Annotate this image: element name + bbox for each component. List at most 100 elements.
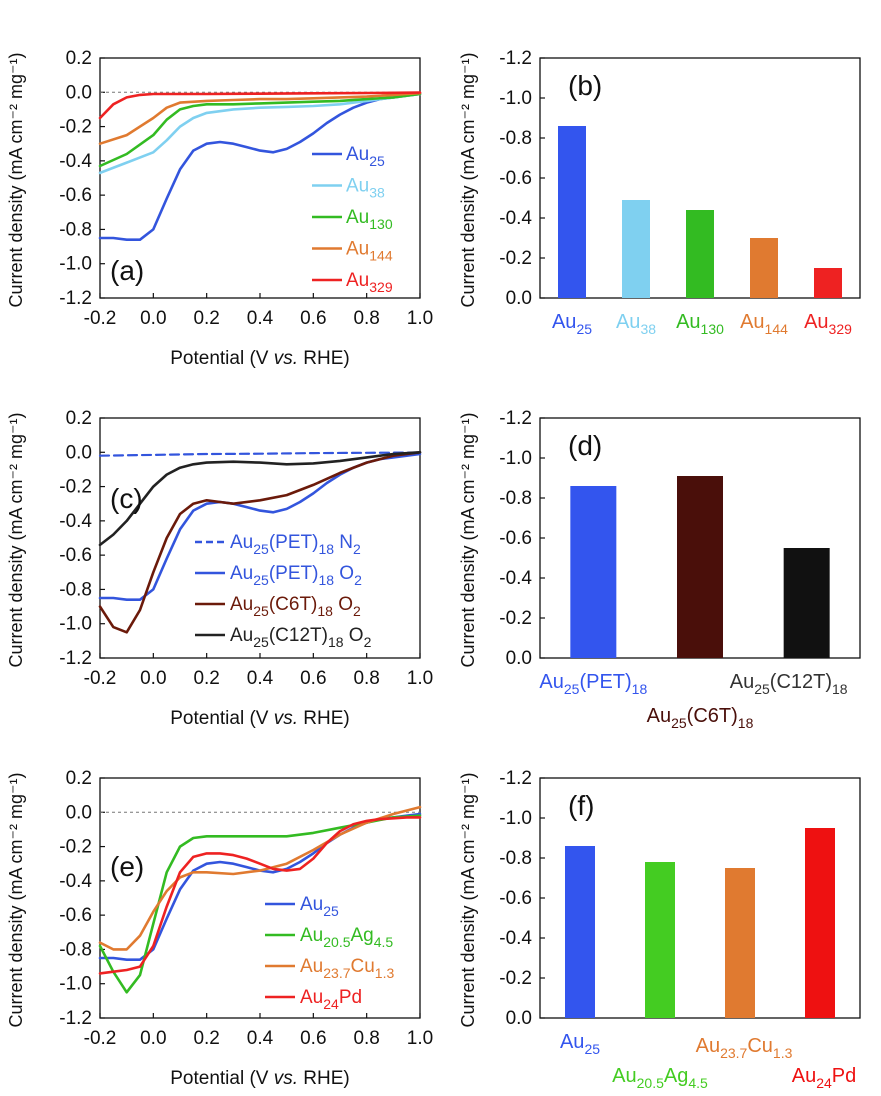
y-axis-label: Current density (mA cm⁻² mg⁻¹) bbox=[458, 412, 478, 667]
y-axis-label: Current density (mA cm⁻² mg⁻¹) bbox=[6, 772, 26, 1027]
x-axis-label-part: Potential (V bbox=[170, 1068, 274, 1089]
x-tick-label: 0.2 bbox=[193, 308, 219, 329]
y-tick-label: -0.8 bbox=[59, 219, 92, 240]
y-tick-label: 0.0 bbox=[506, 288, 532, 309]
y-tick-label: -1.0 bbox=[499, 88, 532, 109]
x-tick-label: 1.0 bbox=[407, 668, 433, 689]
category-label-part: Pd bbox=[832, 1065, 856, 1087]
y-axis-label: Current density (mA cm⁻² mg⁻¹) bbox=[458, 52, 478, 307]
legend-label-part: Au bbox=[346, 270, 369, 291]
legend-label-part: 24 bbox=[323, 996, 339, 1012]
x-tick-label: 1.0 bbox=[407, 1028, 433, 1049]
x-axis-label: Potential (V vs. RHE) bbox=[170, 708, 350, 729]
legend-label-part: 2 bbox=[354, 572, 362, 588]
category-label-part: Au bbox=[539, 671, 563, 693]
legend-label-part: O bbox=[334, 563, 354, 584]
legend-label-part: Au bbox=[230, 594, 253, 615]
category-label: Au24Pd bbox=[792, 1065, 857, 1091]
y-tick-label: -1.2 bbox=[59, 288, 92, 309]
legend-label: Au25(C12T)18 O2 bbox=[230, 625, 372, 650]
y-tick-label: 0.2 bbox=[66, 768, 92, 789]
legend-label-part: Ag bbox=[351, 925, 374, 946]
y-tick-label: -0.4 bbox=[499, 208, 532, 229]
category-label-part: Au bbox=[676, 311, 700, 333]
y-tick-label: -0.4 bbox=[499, 928, 532, 949]
x-tick-label: -0.2 bbox=[84, 308, 117, 329]
y-tick-label: -0.8 bbox=[59, 939, 92, 960]
legend-label-part: 2 bbox=[353, 541, 361, 557]
x-axis-label: Potential (V vs. RHE) bbox=[170, 348, 350, 369]
x-tick-label: 0.6 bbox=[300, 1028, 326, 1049]
panel-label: (f) bbox=[568, 790, 594, 821]
legend-label-part: (C12T) bbox=[269, 625, 328, 646]
category-label-part: 144 bbox=[765, 321, 789, 337]
category-label-part: 329 bbox=[829, 321, 853, 337]
x-tick-label: 0.2 bbox=[193, 668, 219, 689]
x-tick-label: 1.0 bbox=[407, 308, 433, 329]
legend-label: Au23.7Cu1.3 bbox=[300, 956, 394, 981]
category-label: Au144 bbox=[740, 311, 788, 337]
y-tick-label: -0.8 bbox=[499, 848, 532, 869]
category-label-part: 4.5 bbox=[688, 1075, 708, 1091]
series-line bbox=[98, 816, 422, 975]
legend-label: Au38 bbox=[346, 176, 385, 201]
legend-label: Au25(PET)18 O2 bbox=[230, 563, 362, 588]
category-label: Au25(C6T)18 bbox=[647, 705, 754, 731]
category-label-part: 24 bbox=[816, 1075, 832, 1091]
y-tick-label: -0.2 bbox=[499, 248, 532, 269]
legend-label: Au25 bbox=[346, 144, 385, 169]
y-tick-label: 0.0 bbox=[66, 442, 92, 463]
y-tick-label: -1.2 bbox=[499, 768, 532, 789]
y-tick-label: -1.0 bbox=[59, 974, 92, 995]
y-axis-label: Current density (mA cm⁻² mg⁻¹) bbox=[6, 52, 26, 307]
x-axis-label-part: RHE) bbox=[298, 708, 350, 729]
y-tick-label: -0.6 bbox=[499, 168, 532, 189]
legend-label-part: 20.5 bbox=[323, 934, 350, 950]
x-tick-label: -0.2 bbox=[84, 1028, 117, 1049]
y-tick-label: -0.2 bbox=[59, 837, 92, 858]
legend-label-part: 25 bbox=[369, 153, 385, 169]
y-tick-label: -1.0 bbox=[59, 614, 92, 635]
panel-label: (d) bbox=[568, 430, 602, 461]
category-label: Au25(C12T)18 bbox=[730, 671, 848, 697]
series-line bbox=[98, 91, 422, 145]
legend-label-part: O bbox=[333, 594, 353, 615]
category-label: Au38 bbox=[616, 311, 656, 337]
x-tick-label: 0.0 bbox=[140, 1028, 166, 1049]
y-tick-label: -1.2 bbox=[59, 1008, 92, 1029]
category-label-part: (PET) bbox=[579, 671, 631, 693]
y-tick-label: 0.2 bbox=[66, 408, 92, 429]
category-label: Au20.5Ag4.5 bbox=[612, 1065, 708, 1091]
series-line bbox=[98, 450, 422, 634]
bar bbox=[725, 868, 755, 1018]
panel-d: -1.2-1.0-0.8-0.6-0.4-0.20.0Au25(PET)18Au… bbox=[458, 408, 861, 731]
legend-label-part: 1.3 bbox=[375, 965, 395, 981]
category-label-part: Au bbox=[612, 1065, 636, 1087]
legend-label-part: Au bbox=[230, 532, 253, 553]
x-axis-label: Potential (V vs. RHE) bbox=[170, 1068, 350, 1089]
x-tick-label: 0.4 bbox=[247, 1028, 274, 1049]
category-label-part: Au bbox=[552, 311, 576, 333]
y-axis-label: Current density (mA cm⁻² mg⁻¹) bbox=[458, 772, 478, 1027]
panel-a: 0.20.0-0.2-0.4-0.6-0.8-1.0-1.2-0.2 0.0 0.2… bbox=[6, 48, 433, 369]
bar bbox=[814, 268, 842, 298]
category-label-part: Au bbox=[647, 705, 671, 727]
legend-label-part: 18 bbox=[317, 603, 333, 619]
category-label-part: 20.5 bbox=[637, 1075, 664, 1091]
legend-label-part: 23.7 bbox=[323, 965, 350, 981]
legend-label-part: 25 bbox=[253, 634, 269, 650]
y-tick-label: -0.4 bbox=[59, 511, 92, 532]
y-tick-label: -1.2 bbox=[499, 48, 532, 69]
plot-frame bbox=[99, 777, 421, 1019]
y-tick-label: 0.0 bbox=[66, 802, 92, 823]
legend-label-part: Au bbox=[300, 894, 323, 915]
category-label-part: 23.7 bbox=[720, 1045, 747, 1061]
category-label-part: 18 bbox=[832, 681, 848, 697]
legend-label: Au25(C6T)18 O2 bbox=[230, 594, 361, 619]
bar bbox=[565, 846, 595, 1018]
legend-label-part: 25 bbox=[253, 572, 269, 588]
series-line bbox=[98, 805, 422, 951]
legend-label-part: Au bbox=[300, 956, 323, 977]
category-label-part: Au bbox=[792, 1065, 816, 1087]
series-line bbox=[98, 92, 422, 241]
